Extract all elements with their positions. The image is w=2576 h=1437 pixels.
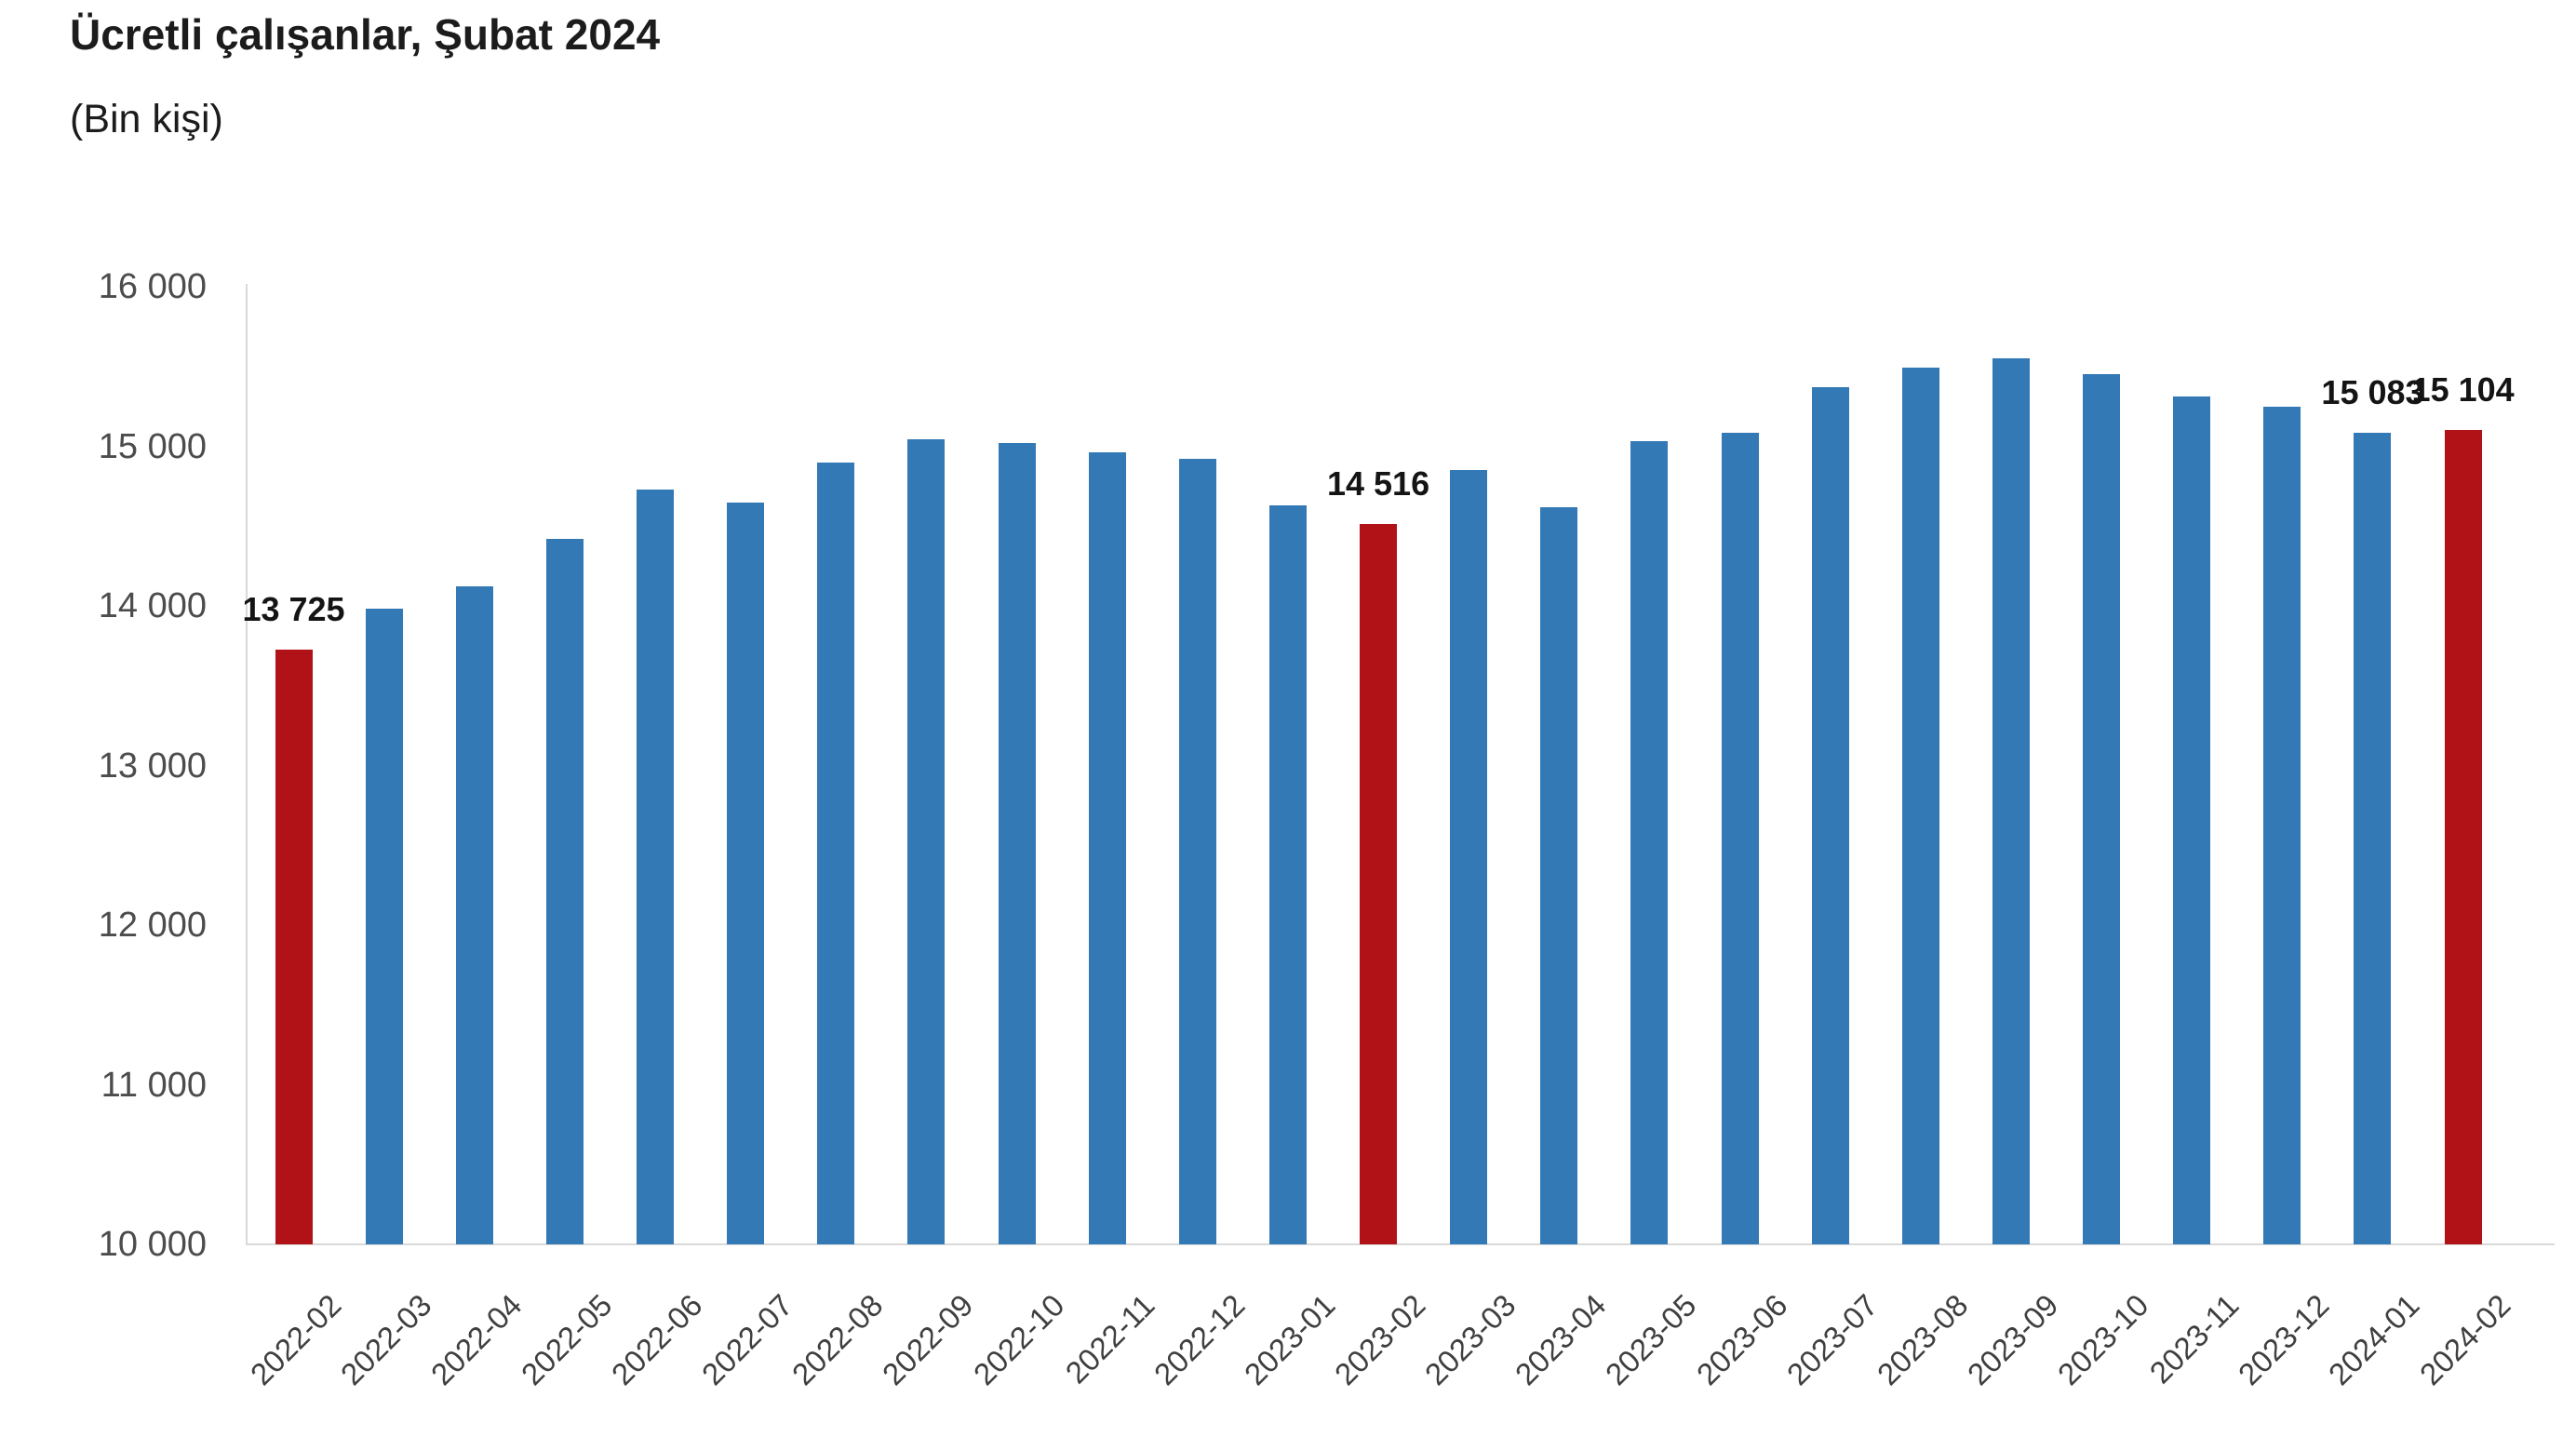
bar-2022-05 bbox=[545, 538, 584, 1244]
bar-2023-10 bbox=[2083, 374, 2121, 1244]
bar-2024-02 bbox=[2444, 429, 2482, 1244]
y-axis-tick-label: 13 000 bbox=[98, 745, 207, 786]
bar-2022-10 bbox=[998, 443, 1036, 1244]
bar-value-label-2023-02: 14 516 bbox=[1326, 463, 1430, 503]
bar-2022-09 bbox=[907, 438, 946, 1244]
bar-2023-11 bbox=[2173, 396, 2211, 1244]
bar-2024-01 bbox=[2354, 433, 2392, 1244]
bar-2023-09 bbox=[1992, 358, 2030, 1244]
bar-2023-05 bbox=[1630, 441, 1669, 1244]
y-axis-tick-label: 15 000 bbox=[98, 426, 207, 466]
bar-value-label-2022-02: 13 725 bbox=[242, 590, 345, 629]
y-axis-tick-label: 14 000 bbox=[98, 586, 207, 625]
bar-2022-11 bbox=[1088, 452, 1126, 1244]
chart-title: Ücretli çalışanlar, Şubat 2024 bbox=[70, 10, 661, 59]
bar-2022-03 bbox=[365, 609, 403, 1244]
y-axis-tick-label: 12 000 bbox=[98, 906, 207, 945]
bar-2022-08 bbox=[817, 462, 855, 1244]
bar-2022-02 bbox=[275, 650, 313, 1244]
y-axis-tick-label: 11 000 bbox=[101, 1065, 207, 1105]
y-axis-tick-label: 10 000 bbox=[98, 1225, 207, 1264]
bar-2023-04 bbox=[1540, 506, 1578, 1244]
bar-value-label-2024-02: 15 104 bbox=[2411, 369, 2515, 409]
bar-value-label-2024-01: 15 083 bbox=[2321, 373, 2424, 412]
bar-2023-01 bbox=[1268, 504, 1307, 1244]
y-axis-line bbox=[246, 284, 248, 1244]
bar-2022-07 bbox=[727, 502, 765, 1244]
bar-2022-12 bbox=[1178, 459, 1216, 1244]
bar-2023-08 bbox=[1901, 368, 1939, 1244]
bar-2022-06 bbox=[637, 489, 675, 1244]
bar-2023-06 bbox=[1721, 432, 1759, 1244]
bar-2023-03 bbox=[1450, 470, 1488, 1244]
bar-2023-07 bbox=[1811, 387, 1849, 1244]
bar-2022-04 bbox=[455, 586, 493, 1244]
bar-2023-02 bbox=[1360, 523, 1398, 1244]
x-axis-line bbox=[246, 1243, 2555, 1245]
chart-subtitle: (Bin kişi) bbox=[70, 97, 223, 141]
bar-2023-12 bbox=[2263, 406, 2301, 1244]
y-axis-tick-label: 16 000 bbox=[98, 267, 207, 306]
